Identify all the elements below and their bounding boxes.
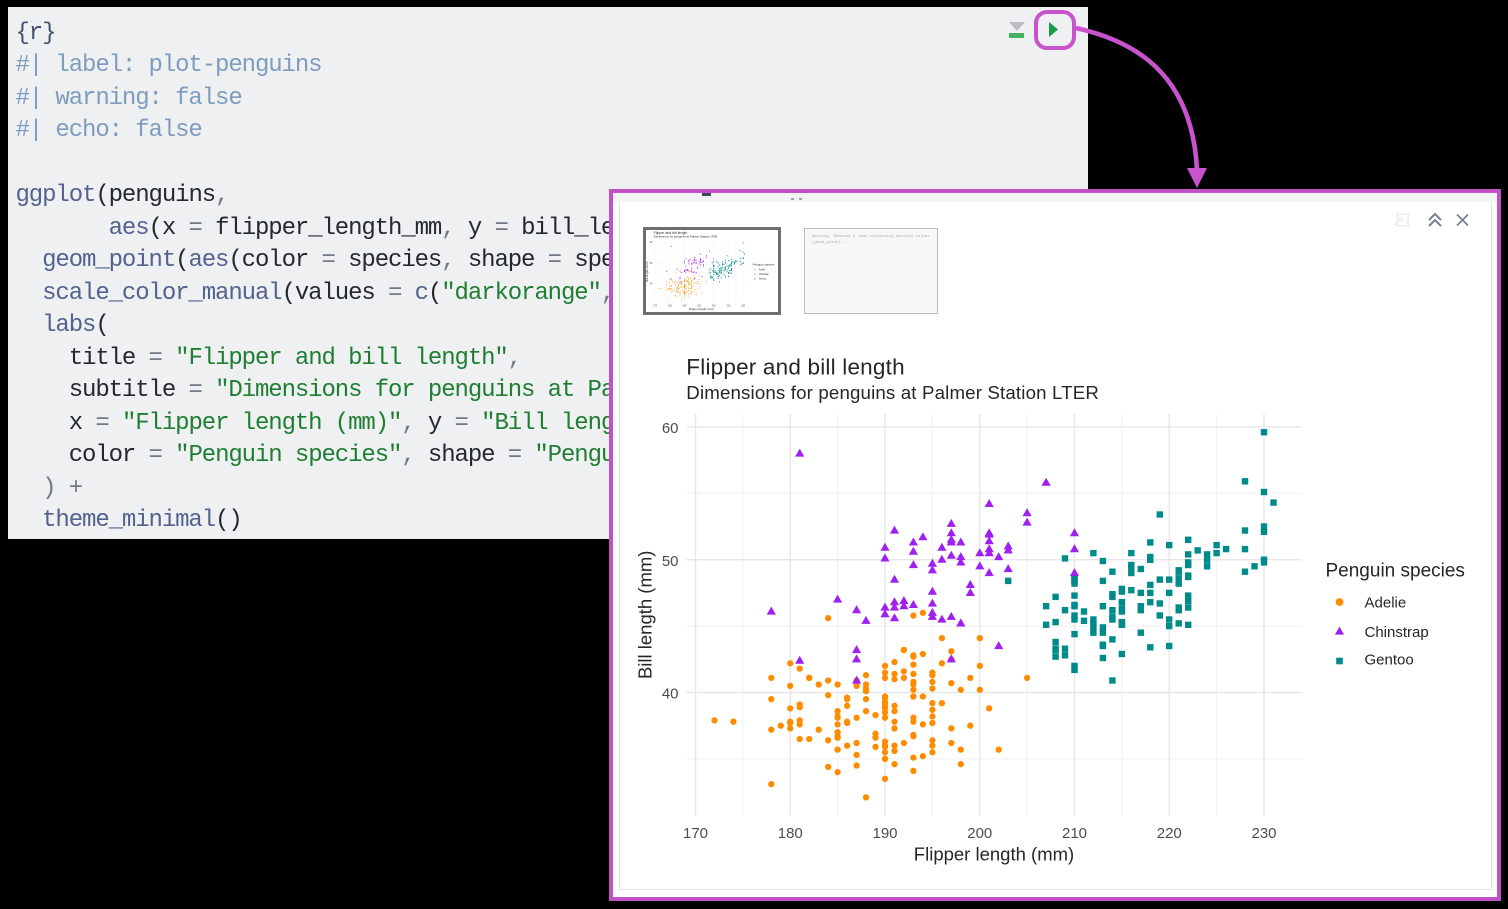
svg-text:170: 170 bbox=[683, 825, 708, 842]
svg-text:40: 40 bbox=[662, 686, 679, 703]
svg-text:Adelie: Adelie bbox=[1365, 595, 1407, 612]
svg-text:230: 230 bbox=[1251, 825, 1276, 842]
svg-text:Flipper length (mm): Flipper length (mm) bbox=[914, 844, 1074, 865]
svg-text:Warning: Removed 2 rows contai: Warning: Removed 2 rows containing missi… bbox=[812, 234, 930, 239]
svg-text:Chinstrap: Chinstrap bbox=[1365, 624, 1429, 641]
svg-text:50: 50 bbox=[662, 553, 679, 570]
svg-text:Flipper and bill length: Flipper and bill length bbox=[686, 355, 904, 380]
svg-text:200: 200 bbox=[967, 825, 992, 842]
svg-text:Gentoo: Gentoo bbox=[1365, 652, 1414, 669]
svg-text:210: 210 bbox=[1062, 825, 1087, 842]
svg-text:220: 220 bbox=[1157, 825, 1182, 842]
svg-text:Bill length (mm): Bill length (mm) bbox=[637, 551, 656, 680]
svg-text:Dimensions for penguins at Pal: Dimensions for penguins at Palmer Statio… bbox=[686, 382, 1099, 403]
svg-text:60: 60 bbox=[662, 420, 679, 437]
svg-text:180: 180 bbox=[778, 825, 803, 842]
svg-text:(geom_point)...: (geom_point)... bbox=[812, 240, 848, 245]
svg-text:Penguin species: Penguin species bbox=[1326, 561, 1465, 582]
svg-text:190: 190 bbox=[872, 825, 897, 842]
